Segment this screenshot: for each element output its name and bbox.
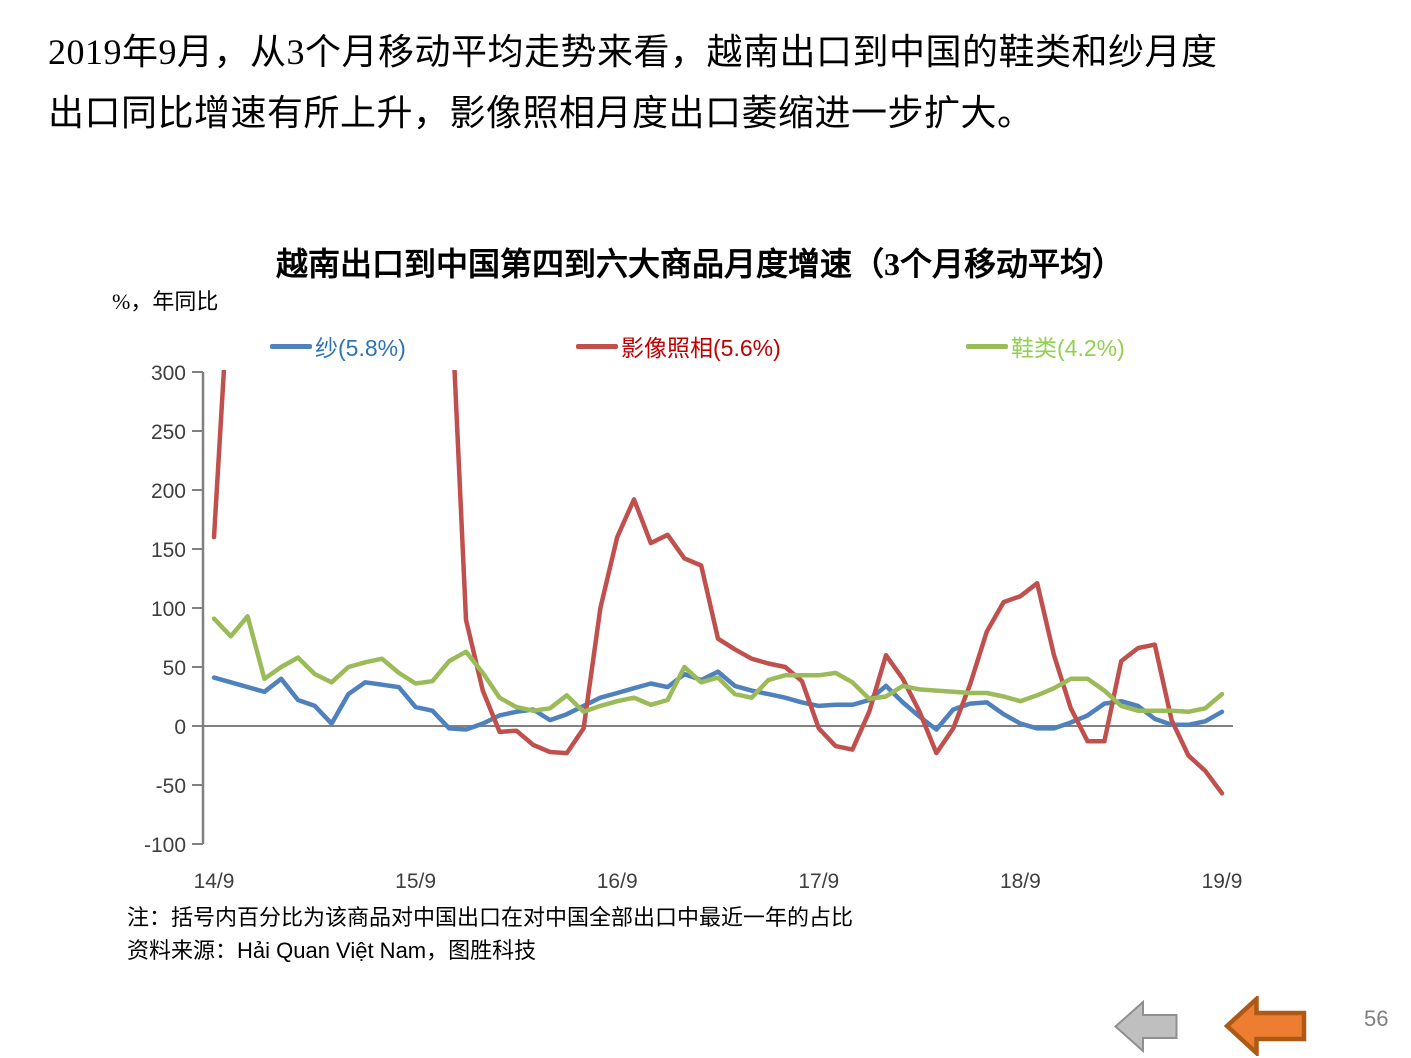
yarn-line-swatch-icon (270, 343, 312, 349)
svg-text:15/9: 15/9 (395, 870, 436, 893)
svg-text:19/9: 19/9 (1202, 870, 1243, 893)
shoes-line-swatch-icon (966, 343, 1008, 349)
legend-item-yarn: 纱(5.8%) (270, 332, 406, 361)
svg-text:0: 0 (174, 716, 186, 739)
svg-text:14/9: 14/9 (194, 870, 235, 893)
photo-line-swatch-icon (576, 343, 618, 349)
svg-text:50: 50 (163, 657, 186, 680)
svg-text:150: 150 (151, 539, 186, 562)
line-chart-plot: 300 250 200 150 100 50 0 -50 -100 14/9 15/9 16/9 17/… (144, 362, 1243, 893)
legend-label-photo: 影像照相(5.6%) (621, 335, 781, 361)
svg-text:300: 300 (151, 362, 186, 385)
prev-slide-arrow-orange[interactable] (1224, 996, 1307, 1056)
svg-text:250: 250 (151, 421, 186, 444)
chart-title: 越南出口到中国第四到六大商品月度增速（3个月移动平均） (275, 246, 1124, 282)
heading-line-2: 出口同比增速有所上升，影像照相月度出口萎缩进一步扩大。 (48, 93, 1034, 133)
svg-text:18/9: 18/9 (1000, 870, 1041, 893)
svg-text:-50: -50 (156, 775, 186, 798)
svg-text:16/9: 16/9 (597, 870, 638, 893)
svg-text:-100: -100 (144, 834, 186, 857)
svg-text:100: 100 (151, 598, 186, 621)
slide-heading: 2019年9月，从3个月移动平均走势来看，越南出口到中国的鞋类和纱月度 出口同比… (48, 22, 1383, 144)
svg-text:200: 200 (151, 480, 186, 503)
legend-item-photo: 影像照相(5.6%) (576, 332, 781, 361)
legend-label-yarn: 纱(5.8%) (315, 335, 406, 361)
y-axis-unit-label: %，年同比 (112, 289, 219, 314)
legend-label-shoes: 鞋类(4.2%) (1011, 335, 1125, 361)
source-line: 资料来源：Hải Quan Việt Nam，图胜科技 (127, 938, 537, 963)
heading-line-1: 2019年9月，从3个月移动平均走势来看，越南出口到中国的鞋类和纱月度 (48, 32, 1218, 72)
page-number: 56 (1364, 1006, 1389, 1031)
legend-item-shoes: 鞋类(4.2%) (966, 332, 1125, 361)
prev-slide-arrow-gray[interactable] (1114, 1000, 1178, 1053)
svg-text:17/9: 17/9 (798, 870, 839, 893)
chart-notes: 注：括号内百分比为该商品对中国出口在对中国全部出口中最近一年的占比 资料来源：H… (127, 901, 853, 967)
note-line: 注：括号内百分比为该商品对中国出口在对中国全部出口中最近一年的占比 (127, 905, 854, 930)
